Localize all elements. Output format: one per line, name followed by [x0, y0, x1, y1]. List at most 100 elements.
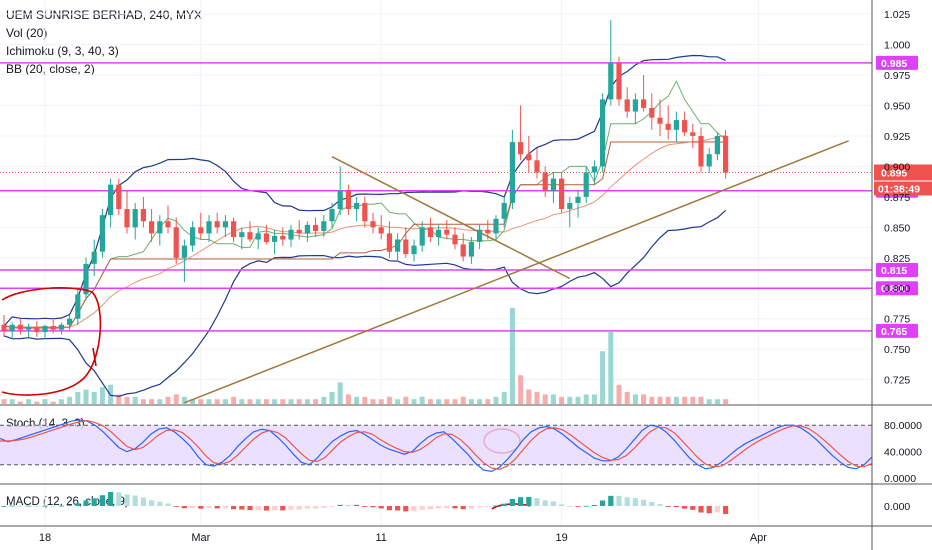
volume-bar [673, 396, 679, 404]
macd-histogram-bar [624, 497, 630, 506]
macd-histogram-bar [116, 492, 122, 506]
volume-bar [132, 396, 138, 404]
price-tick-label: 0.800 [884, 283, 910, 295]
macd-histogram-bar [247, 506, 253, 511]
trend-lines[interactable] [184, 140, 849, 404]
macd-histogram-bar [296, 506, 302, 510]
macd-histogram-bar [477, 506, 483, 508]
macd-histogram-bar [329, 506, 335, 507]
volume-bar [288, 399, 294, 404]
macd-histogram-bar [673, 506, 679, 508]
candle-body [190, 227, 196, 246]
volume-bar [559, 396, 565, 404]
price-tick-label: 0.975 [884, 70, 910, 82]
candle-body [600, 99, 606, 167]
candle-body [83, 263, 89, 295]
volume-bar [362, 396, 368, 404]
grid [0, 0, 872, 526]
volume-legend: Vol (20) [6, 26, 48, 40]
macd-histogram-bar [378, 506, 384, 509]
volume-bar [378, 399, 384, 404]
volume-bar [452, 399, 458, 404]
volume-bar [591, 394, 597, 404]
macd-pane [1, 492, 729, 515]
macd-histogram-bar [149, 500, 155, 506]
candle-body [518, 142, 524, 155]
candle-body [124, 209, 130, 228]
volume-bar [583, 394, 589, 404]
volume-bar [698, 396, 704, 404]
hand-drawn-circle [1, 287, 102, 396]
price-tick-label: 1.025 [884, 9, 910, 21]
volume-bar [206, 399, 212, 404]
macd-histogram-bar [444, 506, 450, 509]
candle-body [501, 202, 507, 219]
volume-bar [50, 401, 56, 404]
volume-bar [58, 399, 64, 404]
bollinger-bands [3, 54, 726, 397]
macd-histogram-bar [190, 506, 196, 509]
candle-body [559, 178, 565, 210]
candle-body [157, 221, 163, 234]
candle-body [509, 142, 515, 203]
macd-histogram-bar [657, 504, 663, 506]
volume-bar [386, 396, 392, 404]
macd-histogram-bar [231, 506, 237, 510]
macd-histogram-bar [386, 506, 392, 511]
candle-body [255, 233, 261, 240]
macd-histogram-bar [26, 505, 32, 507]
time-tick-label: 18 [39, 532, 51, 544]
countdown-tag [874, 181, 932, 196]
macd-histogram-bar [263, 506, 269, 511]
volume-bar [91, 392, 97, 404]
volume-bar [354, 396, 360, 404]
macd-histogram-bar [173, 506, 179, 507]
macd-histogram-bar [534, 498, 540, 506]
macd-histogram-bar [345, 504, 351, 506]
candle-body [567, 202, 573, 210]
volume-bar [337, 382, 343, 404]
time-tick-label: 19 [555, 532, 567, 544]
macd-histogram-bar [206, 506, 212, 509]
volume-bar [567, 396, 573, 404]
last-price-tag [874, 164, 932, 181]
candle-body [280, 235, 286, 240]
macd-histogram-bar [419, 506, 425, 510]
volume-bar [477, 399, 483, 404]
stoch-tick-label: 0.0000 [884, 473, 916, 485]
macd-histogram-bar [493, 505, 499, 507]
price-tick-label: 0.775 [884, 314, 910, 326]
volume-bar [149, 399, 155, 404]
candle-body [214, 221, 220, 228]
macd-histogram-bar [567, 505, 573, 507]
macd-histogram-bar [239, 506, 245, 510]
volume-bar [296, 399, 302, 404]
hand-drawn-mark [92, 347, 97, 367]
volume-bar [116, 394, 122, 404]
macd-histogram-bar [542, 500, 548, 506]
candle-body [550, 178, 556, 191]
candle-body [608, 62, 614, 100]
macd-histogram-bar [632, 498, 638, 506]
macd-histogram-bar [370, 506, 376, 508]
volume-bar [460, 396, 466, 404]
macd-histogram-bar [9, 505, 15, 507]
candle-body [370, 221, 376, 228]
candle-body [378, 227, 384, 234]
candle-body [263, 233, 269, 242]
candle-body [460, 244, 466, 257]
candle-body [116, 184, 122, 210]
stoch-tick-label: 40.0000 [884, 447, 922, 459]
time-tick-label: Apr [750, 532, 767, 544]
macd-histogram-bar [452, 506, 458, 509]
volume-bar [173, 394, 179, 404]
macd-histogram-bar [501, 503, 507, 506]
candle-body [534, 160, 540, 173]
macd-histogram-bar [698, 506, 704, 513]
level-tag [876, 262, 918, 277]
macd-histogram-bar [608, 495, 614, 506]
candle-body [149, 221, 155, 234]
